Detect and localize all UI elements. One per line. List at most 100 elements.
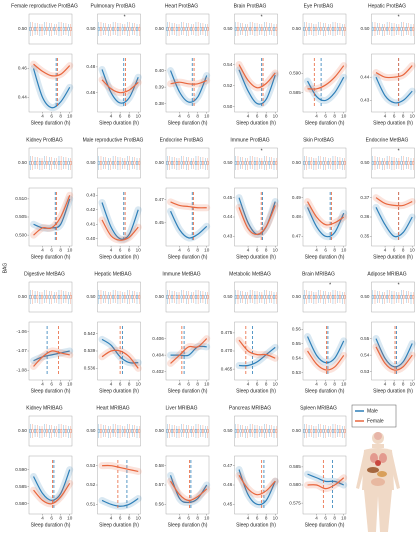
strip-box xyxy=(322,429,325,433)
trend-line xyxy=(375,207,413,238)
strip-box xyxy=(395,295,398,299)
plot-frame xyxy=(371,53,415,113)
panel-title: Immune MetBAG xyxy=(162,271,200,277)
strip-box xyxy=(197,27,200,31)
strip-box xyxy=(398,27,400,31)
strip-box xyxy=(322,161,325,165)
y-tick-label: 0.36 xyxy=(360,214,369,219)
strip-box xyxy=(102,27,105,31)
strip-box xyxy=(107,27,110,31)
strip-tick-label: 0.50 xyxy=(361,294,370,299)
x-axis-label: Sleep duration (h) xyxy=(31,120,71,126)
y-tick-label: 0.56 xyxy=(155,502,164,507)
trend-line xyxy=(101,202,139,240)
y-tick-label: 0.47 xyxy=(155,197,164,202)
strip-box xyxy=(339,27,341,31)
strip-box xyxy=(254,295,256,299)
x-tick-label: 10 xyxy=(341,114,347,119)
strip-box xyxy=(376,27,379,31)
strip-box xyxy=(119,161,121,165)
strip-box xyxy=(109,161,112,165)
strip-box xyxy=(393,295,395,299)
trend-line xyxy=(238,339,276,359)
strip-box xyxy=(100,429,102,433)
x-tick-label: 10 xyxy=(410,114,416,119)
strip-box xyxy=(185,161,188,165)
panel: Endocrine ProtBAG 0.50 0.45 0.47 4 6 8 10Sleep … xyxy=(155,137,211,260)
strip-tick-label: 0.50 xyxy=(292,26,301,31)
x-axis-label: Sleep duration (h) xyxy=(373,388,413,394)
strip-tick-label: 0.50 xyxy=(155,26,164,31)
y-tick-label: 0.590 xyxy=(289,71,301,76)
strip-box xyxy=(334,429,337,433)
strip-box xyxy=(36,295,39,299)
trend-line xyxy=(238,205,276,236)
strip-box xyxy=(29,161,32,165)
y-tick-label: 0.465 xyxy=(221,366,233,371)
strip-box xyxy=(241,161,244,165)
strip-box xyxy=(261,161,263,165)
strip-box xyxy=(197,295,200,299)
strip-box xyxy=(41,27,43,31)
strip-box xyxy=(405,161,408,165)
strip-box xyxy=(62,27,65,31)
strip-box xyxy=(303,161,306,165)
trend-line xyxy=(32,469,71,501)
strip-box xyxy=(273,161,275,165)
strip-box xyxy=(41,161,43,165)
x-tick-label: 6 xyxy=(50,114,53,119)
strip-box xyxy=(41,295,43,299)
strip-box xyxy=(275,161,278,165)
strip-box xyxy=(133,429,136,433)
x-tick-label: 10 xyxy=(136,516,142,521)
significance-marker: * xyxy=(398,148,400,154)
strip-box xyxy=(275,429,278,433)
x-tick-label: 4 xyxy=(315,382,318,387)
strip-box xyxy=(190,295,193,299)
trend-line xyxy=(375,338,413,368)
y-tick-label: 0.48 xyxy=(292,214,301,219)
y-tick-label: 0.52 xyxy=(223,83,232,88)
x-tick-label: 4 xyxy=(178,114,181,119)
x-tick-label: 8 xyxy=(59,114,62,119)
strip-box xyxy=(308,161,310,165)
strip-box xyxy=(178,429,180,433)
strip-box xyxy=(173,295,176,299)
strip-box xyxy=(206,27,209,31)
strip-box xyxy=(412,161,415,165)
strip-box xyxy=(171,429,173,433)
plot-frame xyxy=(302,321,347,381)
x-tick-label: 8 xyxy=(59,516,62,521)
strip-box xyxy=(50,429,53,433)
strip-box xyxy=(241,27,244,31)
strip-box xyxy=(128,161,131,165)
strip-box xyxy=(206,429,209,433)
y-tick-label: 0.53 xyxy=(292,370,301,375)
strip-box xyxy=(102,295,105,299)
trend-line xyxy=(307,76,345,102)
x-tick-label: 4 xyxy=(178,516,181,521)
x-tick-label: 10 xyxy=(273,382,279,387)
strip-box xyxy=(395,27,398,31)
y-tick-label: 0.55 xyxy=(360,336,369,341)
strip-box xyxy=(339,161,341,165)
strip-box xyxy=(53,295,56,299)
x-tick-label: 4 xyxy=(110,114,113,119)
x-tick-label: 10 xyxy=(204,516,210,521)
strip-box xyxy=(138,27,141,31)
strip-box xyxy=(239,429,242,433)
y-tick-label: 0.404 xyxy=(152,352,164,357)
x-tick-label: 8 xyxy=(333,248,336,253)
strip-box xyxy=(202,429,204,433)
strip-box xyxy=(199,161,202,165)
y-tick-label: 0.52 xyxy=(86,482,95,487)
y-tick-label: 0.42 xyxy=(86,207,95,212)
strip-box xyxy=(206,161,209,165)
strip-box xyxy=(53,27,56,31)
strip-box xyxy=(67,429,70,433)
strip-box xyxy=(339,295,341,299)
strip-box xyxy=(263,27,266,31)
trend-line xyxy=(307,350,345,371)
strip-box xyxy=(317,161,320,165)
x-tick-label: 4 xyxy=(384,382,387,387)
